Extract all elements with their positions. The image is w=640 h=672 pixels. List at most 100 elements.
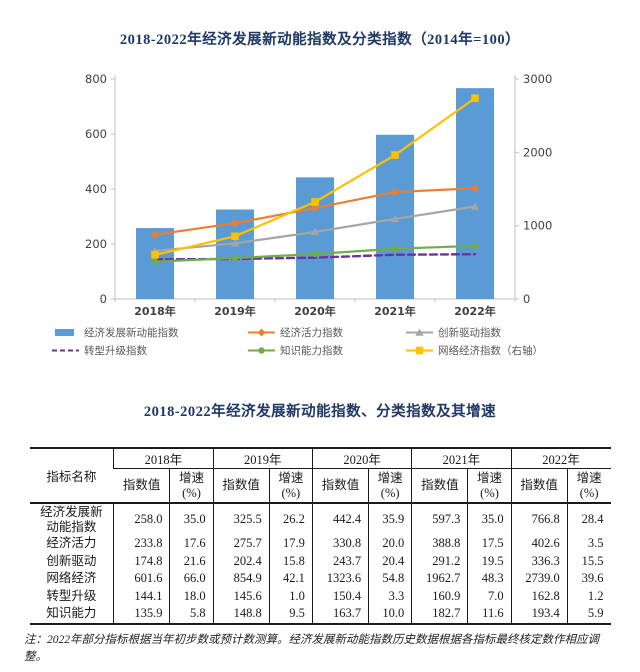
bar-legend-marker-icon xyxy=(55,329,74,336)
table-row: 创新驱动 174.8 21.6 202.4 15.8 243.7 20.4 291.2 19.5… xyxy=(30,552,611,570)
table-row: 转型升级 144.1 18.0 145.6 1.0 150.4 3.3 160.9 7.0 162… xyxy=(30,587,611,605)
value-cell: 20.0 xyxy=(368,535,412,553)
right-axis-tick-label: 3000 xyxy=(523,72,552,86)
value-cell: 163.7 xyxy=(311,605,369,624)
row-label-cell: 经济活力 xyxy=(46,536,97,551)
marker-经济活力指数 xyxy=(231,219,239,228)
chart-legend: 经济发展新动能指数 经济活力指数 创新驱动指数转型升级指数 知识能力指数 网络经济指数（… xyxy=(0,325,640,358)
corner-header-cell: 指标名称 xyxy=(29,448,114,504)
table-row: 经济活力 233.8 17.6 275.7 17.9 330.8 20.0 388.8 17.5… xyxy=(30,535,611,553)
row-label-cell: 创新驱动 xyxy=(46,553,97,568)
subheader-growth-cell: 增速 (%) xyxy=(467,468,512,504)
legend-label: 经济发展新动能指数 xyxy=(84,327,179,339)
value-cell: 21.6 xyxy=(169,552,214,570)
line-legend-marker-icon xyxy=(248,328,275,337)
marker-网络经济指数（右轴） xyxy=(391,151,399,159)
left-axis-tick-label: 0 xyxy=(100,292,107,306)
value-cell: 1962.7 xyxy=(411,570,468,588)
value-cell: 10.0 xyxy=(368,605,412,624)
year-header-cell: 2021年 xyxy=(411,448,512,469)
value-cell: 402.6 xyxy=(510,535,568,553)
value-cell: 202.4 xyxy=(212,552,270,570)
value-cell: 145.6 xyxy=(212,587,270,605)
value-cell: 18.0 xyxy=(169,587,214,605)
value-cell: 11.6 xyxy=(467,605,512,624)
value-cell: 42.1 xyxy=(268,570,313,588)
value-cell: 162.8 xyxy=(510,587,568,605)
left-axis-tick-label: 600 xyxy=(85,127,107,141)
value-cell: 336.3 xyxy=(510,552,568,570)
marker-知识能力指数 xyxy=(391,245,399,252)
value-cell: 17.5 xyxy=(467,535,512,553)
value-cell: 35.0 xyxy=(467,503,512,535)
value-cell: 2739.0 xyxy=(510,570,568,588)
value-cell: 66.0 xyxy=(169,570,214,588)
left-axis-tick-label: 400 xyxy=(85,182,107,196)
value-cell: 28.4 xyxy=(566,503,611,535)
bar-经济发展新动能指数 xyxy=(296,177,334,299)
year-header-cell: 2018年 xyxy=(113,448,214,469)
value-cell: 174.8 xyxy=(113,552,170,570)
line-legend-marker-icon xyxy=(406,346,433,355)
value-cell: 233.8 xyxy=(113,535,170,553)
value-cell: 26.2 xyxy=(268,503,313,535)
marker-经济活力指数 xyxy=(151,230,159,239)
value-cell: 766.8 xyxy=(510,503,568,535)
legend-label: 网络经济指数（右轴） xyxy=(438,345,543,357)
value-cell: 17.6 xyxy=(169,535,214,553)
value-cell: 182.7 xyxy=(411,605,468,624)
value-cell: 291.2 xyxy=(411,552,468,570)
footnote: 注：2022年部分指标根据当年初步数或预计数测算。经济发展新动能指数历史数据根据… xyxy=(24,633,599,664)
value-cell: 15.5 xyxy=(566,552,611,570)
marker-经济活力指数 xyxy=(391,188,399,197)
legend-item: 转型升级指数 xyxy=(52,343,248,358)
subheader-index-cell: 指数值 xyxy=(411,468,468,504)
row-label-cell: 转型升级 xyxy=(46,588,97,603)
legend-item: 创新驱动指数 xyxy=(406,325,588,340)
line-转型升级指数 xyxy=(153,253,477,261)
value-cell: 7.0 xyxy=(467,587,512,605)
value-cell: 48.3 xyxy=(467,570,512,588)
subheader-index-cell: 指数值 xyxy=(510,468,568,504)
value-cell: 243.7 xyxy=(311,552,369,570)
x-axis-category-label: 2022年 xyxy=(454,304,496,318)
value-cell: 15.8 xyxy=(268,552,313,570)
marker-知识能力指数 xyxy=(231,254,239,262)
marker-经济活力指数 xyxy=(471,184,479,193)
legend-label: 转型升级指数 xyxy=(84,345,147,357)
legend-item: 经济活力指数 xyxy=(248,325,406,340)
left-axis-tick-label: 800 xyxy=(85,72,107,86)
value-cell: 17.9 xyxy=(268,535,313,553)
table-row: 网络经济 601.6 66.0 854.9 42.1 1323.6 54.8 1962.7 48… xyxy=(30,570,611,588)
value-cell: 601.6 xyxy=(113,570,170,588)
dashed-line-legend-marker-icon xyxy=(52,349,79,352)
x-axis-category-label: 2020年 xyxy=(294,304,336,318)
value-cell: 5.8 xyxy=(169,605,214,624)
value-cell: 35.0 xyxy=(169,503,214,535)
year-header-cell: 2019年 xyxy=(212,448,313,469)
subheader-growth-cell: 增速 (%) xyxy=(566,468,611,504)
legend-label: 创新驱动指数 xyxy=(438,327,501,339)
value-cell: 1.2 xyxy=(566,587,611,605)
right-axis-tick-label: 1000 xyxy=(523,219,552,233)
legend-label: 经济活力指数 xyxy=(280,327,343,339)
marker-经济活力指数 xyxy=(311,204,319,213)
legend-label: 知识能力指数 xyxy=(280,345,343,357)
value-cell: 193.4 xyxy=(510,605,568,624)
value-cell: 3.3 xyxy=(368,587,412,605)
value-cell: 160.9 xyxy=(411,587,468,605)
marker-网络经济指数（右轴） xyxy=(471,94,479,102)
right-axis-tick-label: 2000 xyxy=(523,145,552,159)
x-axis-category-label: 2019年 xyxy=(214,304,256,318)
value-cell: 275.7 xyxy=(212,535,270,553)
year-header-cell: 2020年 xyxy=(311,448,412,469)
subheader-index-cell: 指数值 xyxy=(113,468,170,504)
bar-经济发展新动能指数 xyxy=(456,88,494,299)
marker-创新驱动指数 xyxy=(310,227,320,236)
value-cell: 35.9 xyxy=(368,503,412,535)
marker-知识能力指数 xyxy=(311,250,319,258)
value-cell: 19.5 xyxy=(467,552,512,570)
value-cell: 258.0 xyxy=(113,503,170,535)
subheader-index-cell: 指数值 xyxy=(311,468,369,504)
